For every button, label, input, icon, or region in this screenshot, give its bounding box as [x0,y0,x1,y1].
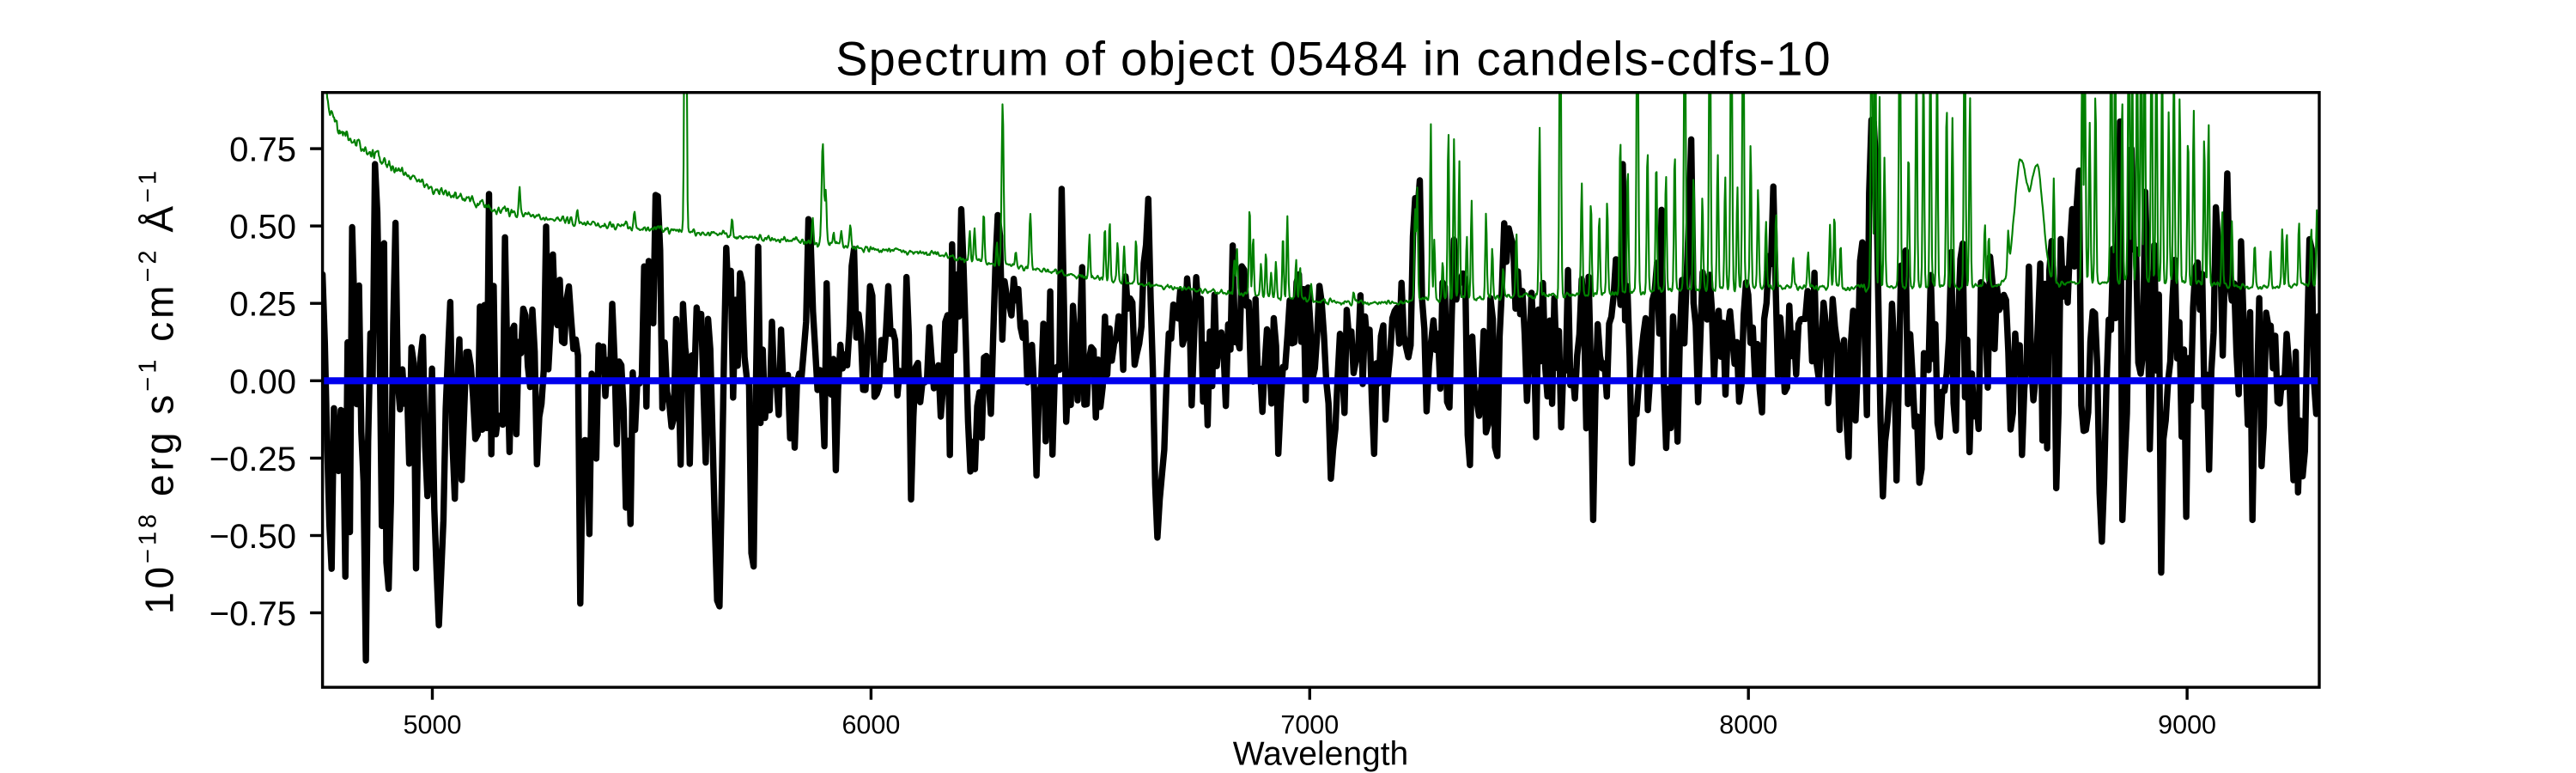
svg-text:Spectrum of object 05484 in ca: Spectrum of object 05484 in candels-cdfs… [835,32,1832,86]
svg-text:0.00: 0.00 [229,363,296,401]
svg-text:5000: 5000 [404,710,462,740]
svg-text:0.50: 0.50 [229,209,296,247]
svg-text:−0.75: −0.75 [210,595,296,633]
svg-text:0.75: 0.75 [229,131,296,169]
svg-text:0.25: 0.25 [229,286,296,324]
svg-text:6000: 6000 [841,710,900,740]
svg-text:7000: 7000 [1280,710,1339,740]
svg-text:Wavelength: Wavelength [1233,736,1409,773]
svg-text:9000: 9000 [2158,710,2216,740]
svg-text:−0.25: −0.25 [210,441,296,478]
svg-text:8000: 8000 [1719,710,1777,740]
svg-text:−0.50: −0.50 [210,518,296,556]
